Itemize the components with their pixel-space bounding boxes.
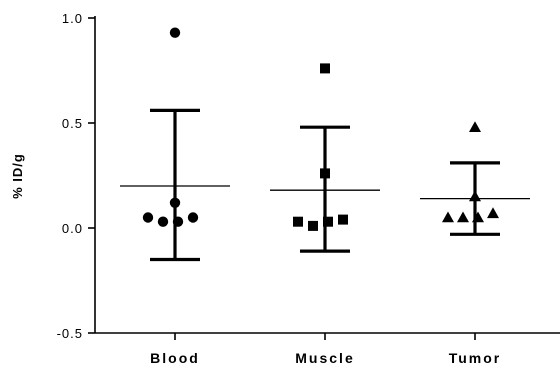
group-muscle — [270, 63, 380, 253]
y-tick-label: -0.5 — [57, 326, 83, 341]
data-point — [157, 216, 169, 227]
data-point — [320, 168, 330, 179]
group-tumor — [420, 121, 530, 236]
y-tick-label: 0.5 — [62, 116, 83, 131]
data-point — [323, 216, 333, 227]
data-groups — [120, 27, 530, 262]
data-point — [320, 63, 330, 74]
data-point — [472, 211, 484, 223]
y-axis-title: % ID/g — [10, 153, 25, 199]
data-point — [457, 211, 469, 223]
y-tick-label: 1.0 — [62, 11, 83, 26]
axes — [94, 16, 560, 334]
group-blood — [120, 27, 230, 262]
data-point — [308, 220, 318, 231]
x-tick-label-blood: Blood — [150, 350, 200, 366]
data-point — [338, 214, 348, 225]
data-point — [469, 190, 481, 202]
data-point — [469, 121, 481, 132]
data-point — [172, 216, 184, 227]
data-point — [169, 27, 181, 38]
data-point — [142, 212, 154, 223]
data-point — [169, 197, 181, 208]
x-tick-label-tumor: Tumor — [449, 350, 502, 366]
data-point — [487, 207, 499, 219]
x-tick-label-muscle: Muscle — [295, 350, 354, 366]
x-ticks: Blood Muscle Tumor — [150, 333, 502, 366]
data-point — [187, 212, 199, 223]
data-point — [293, 216, 303, 227]
y-ticks: -0.5 0.0 0.5 1.0 — [57, 11, 95, 341]
y-tick-label: 0.0 — [62, 221, 83, 236]
data-point — [442, 211, 454, 223]
